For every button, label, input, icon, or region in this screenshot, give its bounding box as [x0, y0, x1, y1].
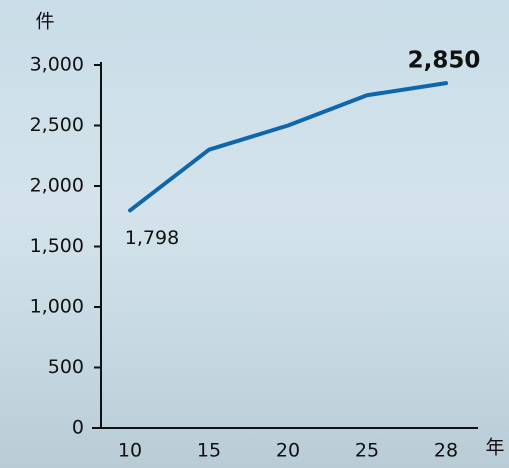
x-tick-label: 25	[355, 440, 379, 462]
y-tick-label: 0	[72, 417, 84, 439]
line	[130, 83, 446, 210]
value-label: 1,798	[125, 227, 179, 249]
x-unit: 年	[485, 437, 504, 459]
y-tick-label: 2,000	[30, 175, 84, 197]
y-unit: 件	[35, 11, 54, 33]
x-tick-label: 28	[434, 440, 458, 462]
chart: 件 年 0 500 1,000 1,500 2,000 2,500 3,000 10 15 20 2…	[0, 0, 509, 468]
x-tick-label: 10	[118, 440, 142, 462]
y-tick-label: 500	[48, 356, 84, 378]
y-tick-label: 1,000	[30, 296, 84, 318]
value-label: 2,850	[408, 48, 481, 74]
y-tick-label: 2,500	[30, 114, 84, 136]
y-tick-label: 1,500	[30, 235, 84, 257]
y-tick-label: 3,000	[30, 54, 84, 76]
x-tick-label: 15	[197, 440, 221, 462]
x-tick-label: 20	[276, 440, 300, 462]
